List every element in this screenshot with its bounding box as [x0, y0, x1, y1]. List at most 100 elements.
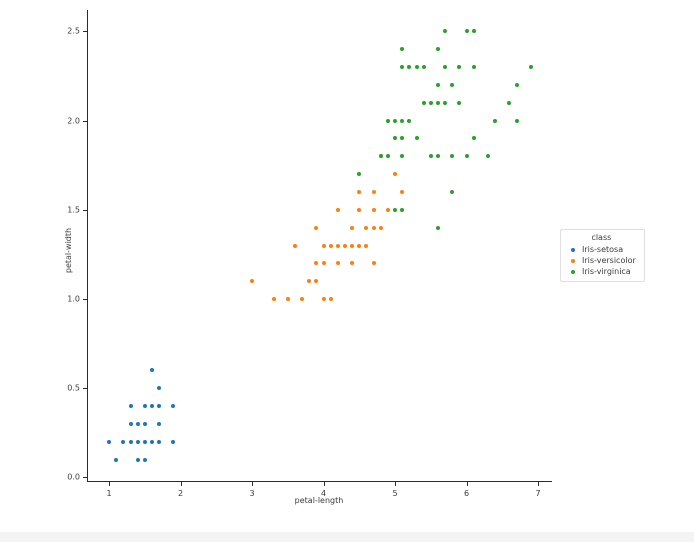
x-tick-mark: [109, 482, 111, 486]
data-point: [514, 118, 519, 123]
x-tick-mark: [252, 482, 254, 486]
data-point: [350, 243, 355, 248]
data-point: [149, 404, 154, 409]
data-point: [528, 65, 533, 70]
data-point: [493, 118, 498, 123]
data-point: [314, 225, 319, 230]
legend-label: Iris-setosa: [582, 245, 624, 254]
data-point: [414, 136, 419, 141]
data-point: [514, 82, 519, 87]
data-point: [385, 207, 390, 212]
data-point: [307, 279, 312, 284]
data-point: [364, 225, 369, 230]
data-point: [435, 82, 440, 87]
data-point: [135, 439, 140, 444]
data-point: [471, 136, 476, 141]
data-point: [464, 29, 469, 34]
y-tick-label: 1.0: [67, 294, 80, 304]
data-point: [357, 207, 362, 212]
data-point: [421, 65, 426, 70]
legend-entries: Iris-setosa Iris-versicolor Iris-virginica: [567, 244, 636, 277]
y-tick-mark: [83, 299, 87, 301]
data-point: [457, 100, 462, 105]
data-point: [378, 225, 383, 230]
x-tick-mark: [466, 482, 468, 486]
data-point: [450, 82, 455, 87]
data-point: [328, 297, 333, 302]
x-tick-label: 1: [106, 489, 112, 498]
data-point: [357, 172, 362, 177]
data-point: [400, 118, 405, 123]
data-point: [149, 368, 154, 373]
data-point: [407, 65, 412, 70]
data-point: [149, 439, 154, 444]
legend-entry: Iris-setosa: [567, 244, 636, 255]
data-point: [157, 421, 162, 426]
data-point: [435, 154, 440, 159]
data-point: [250, 279, 255, 284]
data-point: [371, 225, 376, 230]
data-point: [285, 297, 290, 302]
data-point: [471, 29, 476, 34]
data-point: [400, 189, 405, 194]
data-point: [457, 65, 462, 70]
y-tick-label: 0.0: [67, 472, 80, 482]
x-tick-mark: [538, 482, 540, 486]
data-point: [371, 207, 376, 212]
data-point: [128, 439, 133, 444]
y-tick-label: 1.5: [67, 205, 80, 215]
legend-entry: Iris-virginica: [567, 266, 636, 277]
x-tick-label: 4: [321, 489, 327, 498]
data-point: [385, 118, 390, 123]
x-tick-mark: [395, 482, 397, 486]
data-point: [421, 100, 426, 105]
legend-entry: Iris-versicolor: [567, 255, 636, 266]
plot-area: 1 2 3 4 5 6 7 0.0 0.5 1.0 1.5 2.0 2.5: [67, 10, 552, 498]
y-tick-label: 0.5: [67, 383, 80, 393]
legend: class Iris-setosa Iris-versicolor Iris-vir…: [560, 229, 645, 282]
data-point: [378, 154, 383, 159]
x-axis-title: petal-length: [294, 496, 344, 505]
data-point: [428, 100, 433, 105]
data-point: [443, 65, 448, 70]
data-point: [435, 225, 440, 230]
data-point: [335, 243, 340, 248]
data-point: [371, 261, 376, 266]
data-point: [364, 243, 369, 248]
data-point: [428, 154, 433, 159]
legend-marker-icon: [571, 269, 575, 274]
data-point: [321, 243, 326, 248]
legend-marker-icon: [571, 258, 575, 263]
data-point: [486, 154, 490, 159]
data-point: [128, 421, 133, 426]
data-point: [357, 189, 362, 194]
data-point: [450, 154, 455, 159]
data-point: [464, 154, 469, 159]
bottom-strip: [0, 532, 694, 542]
data-point: [321, 261, 326, 266]
data-point: [142, 439, 147, 444]
data-point: [400, 65, 405, 70]
x-tick-label: 2: [178, 489, 184, 498]
data-point: [407, 118, 412, 123]
x-tick-label: 7: [535, 489, 541, 498]
x-tick-label: 6: [464, 489, 470, 498]
data-point: [343, 243, 348, 248]
data-point: [335, 261, 340, 266]
data-point: [128, 404, 133, 409]
data-point: [135, 421, 140, 426]
data-point: [157, 439, 162, 444]
data-point: [435, 47, 440, 52]
y-tick-label: 2.5: [67, 26, 80, 36]
data-point: [507, 100, 512, 105]
data-point: [271, 297, 276, 302]
data-point: [393, 136, 398, 141]
data-point: [107, 439, 112, 444]
data-point: [357, 243, 362, 248]
data-point: [400, 154, 405, 159]
y-tick-mark: [83, 31, 87, 33]
legend-marker-icon: [571, 247, 575, 252]
data-point: [314, 261, 319, 266]
y-tick-mark: [83, 120, 87, 122]
x-tick-label: 5: [392, 489, 398, 498]
